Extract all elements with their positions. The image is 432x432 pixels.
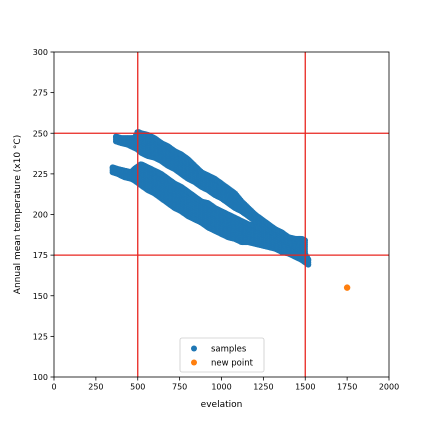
y-tick-label: 150 — [33, 292, 48, 301]
y-tick-label: 300 — [33, 48, 48, 57]
y-tick-label: 100 — [33, 373, 48, 382]
new-point-marker — [343, 284, 351, 291]
reference-lines — [54, 52, 389, 377]
sample-point — [305, 256, 312, 263]
legend-label-samples: samples — [211, 345, 247, 355]
x-tick-label: 0 — [51, 383, 56, 392]
x-tick-label: 1250 — [253, 383, 273, 392]
y-tick-label: 125 — [33, 332, 48, 341]
legend-marker-new-point — [191, 359, 197, 366]
legend-marker-samples — [191, 345, 197, 352]
legend-label-new-point: new point — [211, 359, 254, 369]
x-tick-label: 2000 — [379, 383, 399, 392]
y-tick-label: 225 — [33, 170, 48, 179]
x-tick-label: 250 — [88, 383, 103, 392]
y-axis-label: Annual mean temperature (x10 °C) — [13, 135, 23, 294]
x-tick-label: 1750 — [337, 383, 357, 392]
y-tick-label: 250 — [33, 129, 48, 138]
y-tick-label: 175 — [33, 251, 48, 260]
data-points — [109, 129, 351, 291]
x-axis-label: evelation — [201, 400, 243, 410]
x-tick-label: 500 — [130, 383, 145, 392]
x-tick-label: 750 — [172, 383, 187, 392]
y-tick-label: 275 — [33, 89, 48, 98]
legend-box — [179, 337, 265, 373]
y-axis-ticks: 100 125 150 175 200 225 250 275 300 — [33, 48, 54, 382]
y-tick-label: 200 — [33, 211, 48, 220]
x-tick-label: 1000 — [211, 383, 231, 392]
x-tick-label: 1500 — [295, 383, 315, 392]
x-axis-ticks: 0 250 500 750 1000 1250 1500 1750 2000 — [51, 377, 399, 392]
legend: samples new point — [179, 337, 265, 373]
